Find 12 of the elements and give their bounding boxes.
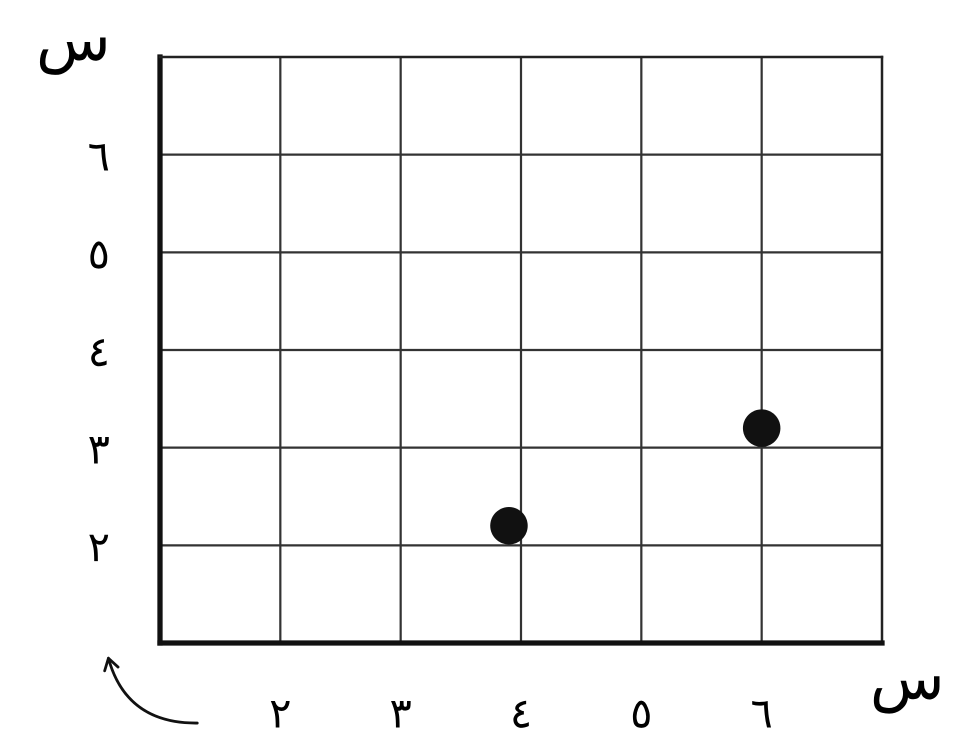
y-tick-label: ٥: [90, 241, 108, 269]
y-tick-label: ٤: [91, 339, 107, 366]
x-axis-title: س: [874, 676, 940, 714]
x-tick-label: ٤: [513, 700, 529, 728]
x-tick-label: ٢: [270, 700, 290, 728]
x-tick-label: ٦: [752, 700, 772, 728]
y-tick-label: ٦: [89, 144, 108, 170]
y-tick-label: ٢: [89, 534, 108, 562]
y-tick-label: ٣: [89, 437, 109, 464]
x-tick-label: ٣: [391, 700, 411, 728]
y-axis-title: س: [40, 38, 106, 75]
x-tick-label: ٥: [632, 700, 650, 728]
